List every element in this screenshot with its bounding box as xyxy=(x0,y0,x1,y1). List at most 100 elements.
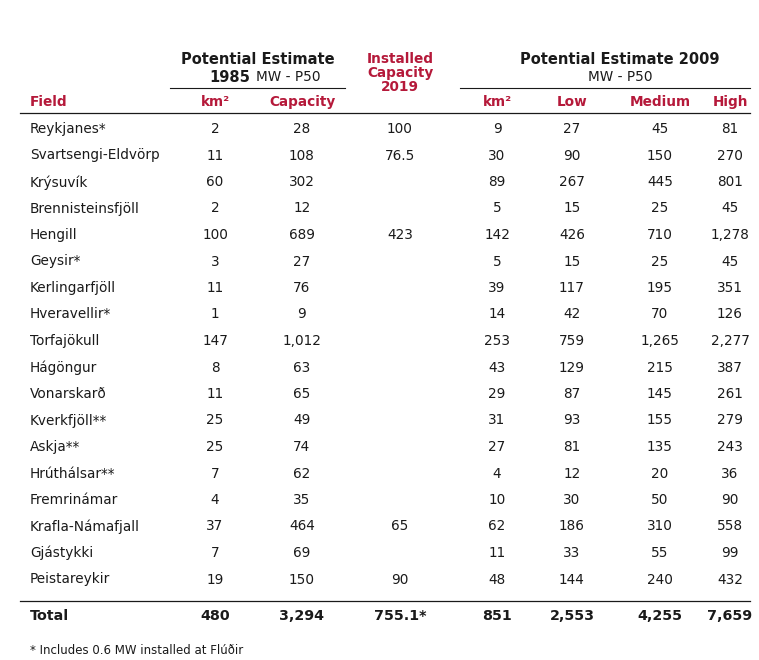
Text: 74: 74 xyxy=(294,440,310,454)
Text: 90: 90 xyxy=(721,493,739,507)
Text: 253: 253 xyxy=(484,334,510,348)
Text: 2: 2 xyxy=(211,122,219,136)
Text: 28: 28 xyxy=(294,122,310,136)
Text: 15: 15 xyxy=(563,201,581,216)
Text: Potential Estimate 2009: Potential Estimate 2009 xyxy=(520,52,720,67)
Text: 60: 60 xyxy=(206,175,224,189)
Text: 45: 45 xyxy=(721,255,739,269)
Text: 8: 8 xyxy=(211,360,219,374)
Text: 81: 81 xyxy=(721,122,739,136)
Text: 11: 11 xyxy=(206,387,224,401)
Text: 76.5: 76.5 xyxy=(385,148,415,162)
Text: 851: 851 xyxy=(482,609,512,623)
Text: 90: 90 xyxy=(392,572,408,587)
Text: 5: 5 xyxy=(493,201,502,216)
Text: Hágöngur: Hágöngur xyxy=(30,360,97,375)
Text: Hveravellir*: Hveravellir* xyxy=(30,308,112,321)
Text: 27: 27 xyxy=(488,440,505,454)
Text: Brennisteinsfjöll: Brennisteinsfjöll xyxy=(30,201,140,216)
Text: Kverkfjöll**: Kverkfjöll** xyxy=(30,414,107,428)
Text: 279: 279 xyxy=(717,414,743,428)
Text: 10: 10 xyxy=(488,493,505,507)
Text: 480: 480 xyxy=(200,609,230,623)
Text: Krafla-Námafjall: Krafla-Námafjall xyxy=(30,519,140,534)
Text: 37: 37 xyxy=(206,519,224,533)
Text: 243: 243 xyxy=(717,440,743,454)
Text: 215: 215 xyxy=(647,360,673,374)
Text: 87: 87 xyxy=(563,387,581,401)
Text: 267: 267 xyxy=(559,175,585,189)
Text: 129: 129 xyxy=(559,360,585,374)
Text: 99: 99 xyxy=(721,546,739,560)
Text: 90: 90 xyxy=(563,148,581,162)
Text: 240: 240 xyxy=(647,572,673,587)
Text: 423: 423 xyxy=(387,228,413,242)
Text: 65: 65 xyxy=(392,519,408,533)
Text: Hengill: Hengill xyxy=(30,228,77,242)
Text: 12: 12 xyxy=(563,467,581,480)
Text: 29: 29 xyxy=(488,387,505,401)
Text: 302: 302 xyxy=(289,175,315,189)
Text: 42: 42 xyxy=(563,308,581,321)
Text: 759: 759 xyxy=(559,334,585,348)
Text: 7,659: 7,659 xyxy=(707,609,753,623)
Text: 43: 43 xyxy=(488,360,505,374)
Text: 1985: 1985 xyxy=(209,70,250,85)
Text: 11: 11 xyxy=(488,546,505,560)
Text: km²: km² xyxy=(200,95,229,109)
Text: Kerlingarfjöll: Kerlingarfjöll xyxy=(30,281,116,295)
Text: 142: 142 xyxy=(484,228,510,242)
Text: Gjástykki: Gjástykki xyxy=(30,546,93,560)
Text: 20: 20 xyxy=(651,467,669,480)
Text: 2,277: 2,277 xyxy=(710,334,749,348)
Text: 62: 62 xyxy=(488,519,505,533)
Text: Peistareykir: Peistareykir xyxy=(30,572,110,587)
Text: 15: 15 xyxy=(563,255,581,269)
Text: 1,265: 1,265 xyxy=(641,334,679,348)
Text: 36: 36 xyxy=(721,467,739,480)
Text: 261: 261 xyxy=(717,387,743,401)
Text: Reykjanes*: Reykjanes* xyxy=(30,122,106,136)
Text: 126: 126 xyxy=(717,308,743,321)
Text: 11: 11 xyxy=(206,148,224,162)
Text: 27: 27 xyxy=(294,255,310,269)
Text: 270: 270 xyxy=(717,148,743,162)
Text: 69: 69 xyxy=(293,546,310,560)
Text: 150: 150 xyxy=(289,572,315,587)
Text: 49: 49 xyxy=(293,414,310,428)
Text: 89: 89 xyxy=(488,175,505,189)
Text: 145: 145 xyxy=(647,387,673,401)
Text: 45: 45 xyxy=(651,122,669,136)
Text: 35: 35 xyxy=(293,493,310,507)
Text: 801: 801 xyxy=(717,175,743,189)
Text: 147: 147 xyxy=(202,334,228,348)
Text: Installed: Installed xyxy=(367,52,433,66)
Text: 351: 351 xyxy=(717,281,743,295)
Text: 30: 30 xyxy=(488,148,505,162)
Text: 2019: 2019 xyxy=(381,80,419,94)
Text: 464: 464 xyxy=(289,519,315,533)
Text: 310: 310 xyxy=(647,519,673,533)
Text: 93: 93 xyxy=(563,414,581,428)
Text: 2: 2 xyxy=(211,201,219,216)
Text: Krýsuvík: Krýsuvík xyxy=(30,175,88,189)
Text: 11: 11 xyxy=(206,281,224,295)
Text: Capacity: Capacity xyxy=(367,66,433,80)
Text: Geysir*: Geysir* xyxy=(30,255,80,269)
Text: Svartsengi-Eldvörp: Svartsengi-Eldvörp xyxy=(30,148,159,162)
Text: 155: 155 xyxy=(647,414,673,428)
Text: MW - P50: MW - P50 xyxy=(256,70,320,84)
Text: 117: 117 xyxy=(559,281,585,295)
Text: 62: 62 xyxy=(294,467,310,480)
Text: * Includes 0.6 MW installed at Flúðir: * Includes 0.6 MW installed at Flúðir xyxy=(30,644,243,657)
Text: 50: 50 xyxy=(651,493,669,507)
Text: Hrúthálsar**: Hrúthálsar** xyxy=(30,467,115,480)
Text: 81: 81 xyxy=(563,440,581,454)
Text: 135: 135 xyxy=(647,440,673,454)
Text: Medium: Medium xyxy=(629,95,691,109)
Text: Fremrinámar: Fremrinámar xyxy=(30,493,118,507)
Text: 150: 150 xyxy=(647,148,673,162)
Text: Total: Total xyxy=(30,609,69,623)
Text: 25: 25 xyxy=(651,201,669,216)
Text: 558: 558 xyxy=(717,519,743,533)
